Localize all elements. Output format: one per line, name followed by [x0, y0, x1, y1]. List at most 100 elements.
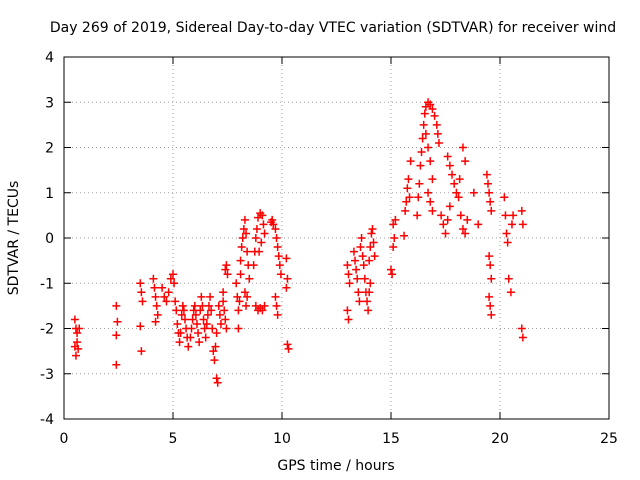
data-point	[112, 301, 121, 310]
data-point	[242, 229, 251, 238]
data-point	[365, 256, 374, 265]
data-point	[503, 238, 512, 247]
data-point	[359, 261, 368, 270]
data-point	[357, 234, 366, 242]
data-point	[137, 347, 146, 356]
data-point	[186, 333, 195, 342]
data-point	[487, 274, 496, 283]
data-point	[400, 231, 409, 240]
data-point	[428, 105, 437, 114]
data-point	[401, 206, 410, 215]
data-point	[136, 322, 145, 331]
data-point	[211, 342, 220, 351]
data-point	[138, 297, 147, 306]
data-point	[364, 306, 373, 315]
data-point	[232, 279, 241, 288]
data-point	[259, 220, 268, 229]
x-tick-label: 15	[382, 431, 400, 447]
data-point	[461, 157, 470, 166]
data-point	[414, 193, 423, 202]
chart-title: Day 269 of 2019, Sidereal Day-to-day VTE…	[50, 20, 616, 36]
data-point	[428, 175, 437, 184]
data-point	[150, 283, 159, 292]
data-point	[344, 270, 353, 279]
data-point	[406, 157, 415, 166]
data-point	[208, 324, 217, 333]
data-point	[502, 229, 511, 238]
data-point	[233, 292, 242, 301]
data-point	[500, 193, 509, 202]
data-point	[271, 292, 280, 301]
data-point	[112, 331, 121, 340]
data-point	[178, 301, 187, 310]
x-tick-label: 20	[491, 431, 509, 447]
y-tick-label: 4	[45, 50, 54, 66]
data-point	[353, 274, 362, 283]
data-point	[434, 138, 443, 147]
data-point	[202, 319, 211, 328]
data-point	[485, 292, 494, 301]
data-point	[367, 229, 376, 238]
data-point	[74, 344, 83, 353]
data-point	[239, 224, 248, 233]
data-point	[207, 306, 216, 315]
data-point	[236, 256, 245, 265]
data-point	[358, 252, 367, 261]
data-point	[223, 270, 232, 279]
data-point	[448, 170, 457, 179]
data-point	[271, 224, 280, 233]
data-point	[221, 265, 230, 274]
data-point	[349, 247, 358, 256]
data-point	[360, 274, 369, 283]
data-point	[351, 256, 360, 265]
data-point	[443, 152, 452, 161]
data-point	[252, 224, 261, 233]
x-tick-label: 0	[60, 431, 69, 447]
data-point	[356, 243, 365, 252]
data-point	[354, 288, 363, 297]
y-tick-label: -4	[40, 412, 54, 428]
data-point	[251, 301, 260, 310]
data-point	[469, 188, 478, 197]
data-point	[149, 274, 158, 283]
data-point	[368, 224, 377, 233]
data-point	[221, 315, 230, 324]
data-point	[274, 252, 283, 261]
data-point	[151, 317, 160, 326]
data-point	[258, 211, 267, 220]
data-point	[517, 206, 526, 215]
data-point	[210, 356, 219, 365]
data-point	[212, 374, 221, 383]
data-point	[212, 329, 221, 338]
data-point	[461, 229, 470, 238]
data-point	[260, 229, 269, 238]
data-point	[222, 324, 231, 333]
data-point	[209, 347, 218, 356]
y-tick-label: -1	[40, 276, 54, 292]
y-tick-label: 2	[45, 141, 54, 157]
data-point	[366, 279, 375, 288]
data-point	[402, 197, 411, 206]
data-point	[203, 310, 212, 319]
data-point	[486, 197, 495, 206]
data-point	[454, 193, 463, 202]
data-point	[485, 188, 494, 197]
data-point	[238, 234, 247, 242]
data-point	[204, 301, 213, 310]
data-point	[176, 329, 185, 338]
data-point	[283, 274, 292, 283]
data-point	[200, 324, 209, 333]
data-point	[172, 306, 181, 315]
data-point	[170, 279, 179, 288]
data-point	[243, 247, 252, 256]
data-point	[417, 148, 426, 157]
data-point	[445, 161, 454, 170]
data-point	[249, 261, 258, 270]
data-point	[201, 333, 210, 342]
data-point	[255, 247, 264, 256]
data-point	[191, 310, 200, 319]
data-point	[272, 234, 281, 242]
data-point	[236, 270, 245, 279]
data-point	[216, 319, 225, 328]
data-point	[220, 306, 229, 315]
